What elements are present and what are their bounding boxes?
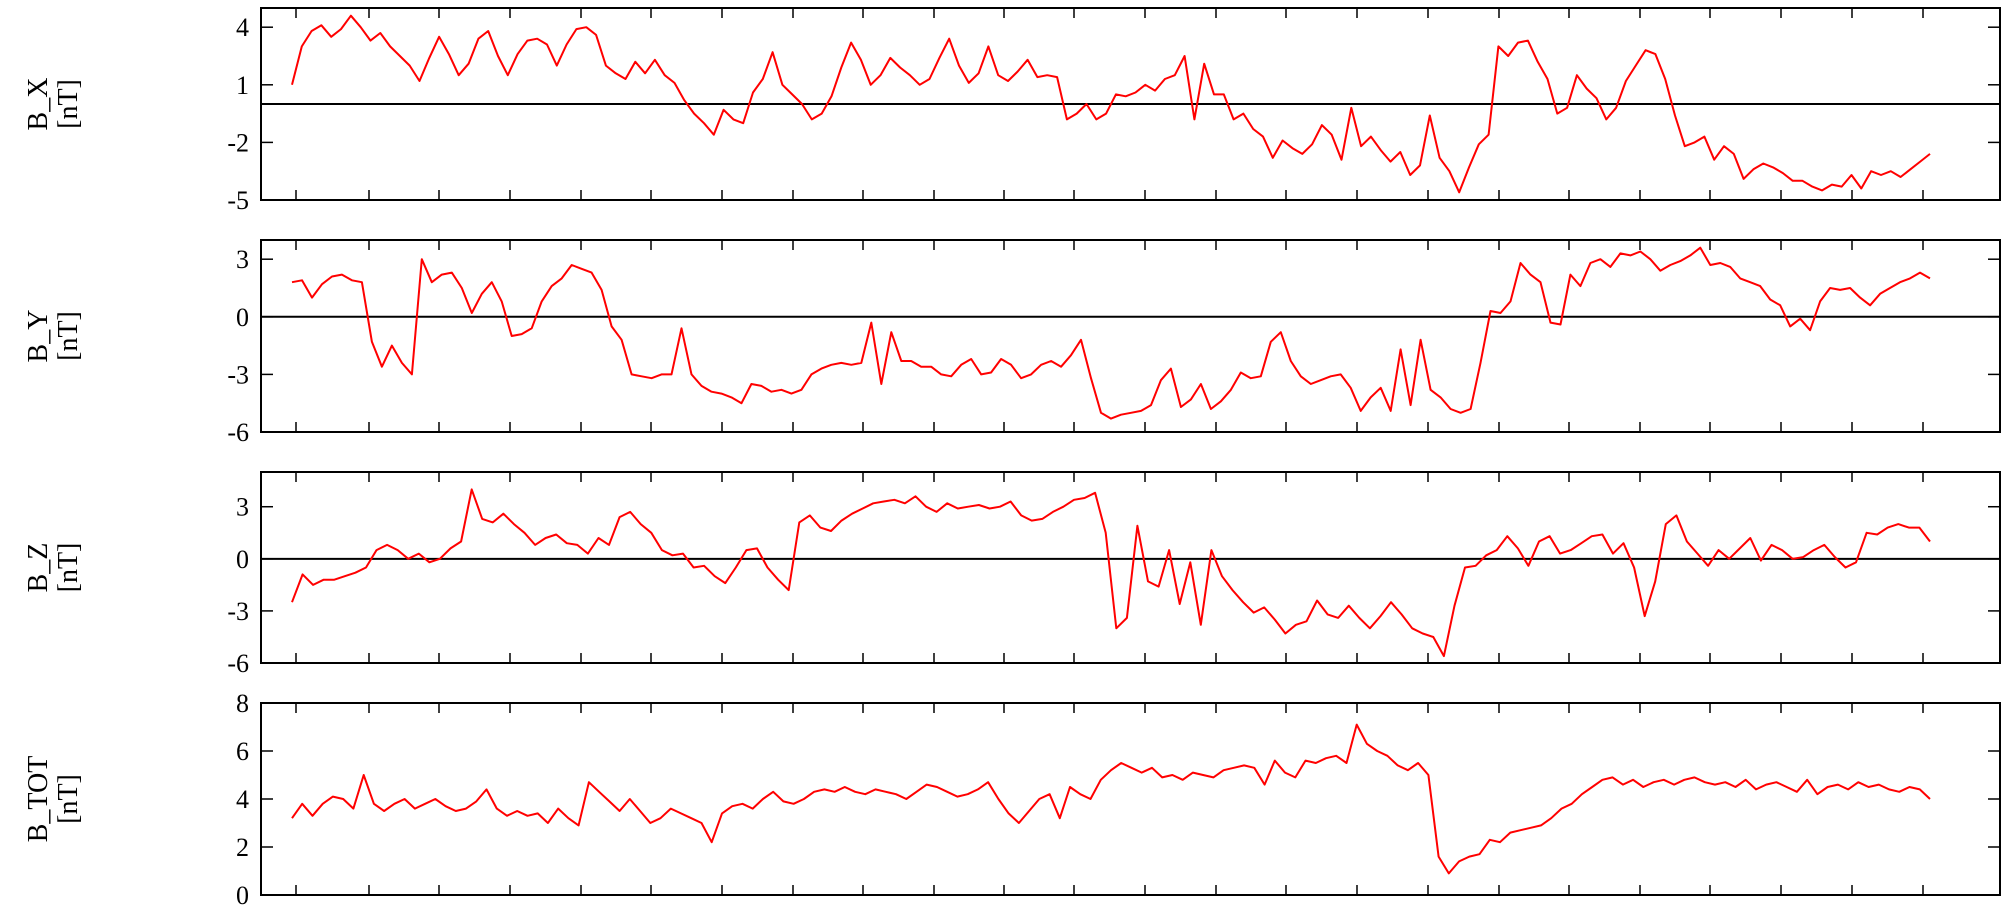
panel-2-ytick-label-1: 0 [236,303,249,332]
panel-4-ytick-label-1: 6 [236,737,249,766]
panel-1-unit-label: [nT] [53,79,84,129]
panel-4-ytick-label-2: 4 [236,785,249,814]
panel-4-unit-label: [nT] [53,774,84,824]
panel-1-ytick-label-0: 4 [236,13,249,42]
panel-1-ytick-label-2: -2 [227,128,249,157]
panel-2-ytick-label-0: 3 [236,245,249,274]
panel-3-frame [260,471,2001,664]
panel-3-data-line [291,488,1931,658]
panel-4-frame [260,702,2001,896]
panel-2-ytick-label-2: -3 [227,360,249,389]
panel-3-ytick-label-0: 3 [236,493,249,522]
panel-1-ylabel: B_X [23,78,54,131]
panel-4-ylabel: B_TOT [23,756,54,843]
panel-2-ylabel: B_Y [23,310,54,363]
panel-2-frame [260,239,2001,433]
panel-1-ytick-label-1: 1 [236,71,249,100]
panel-3-ytick-label-2: -3 [227,597,249,626]
panel-4-data-line [291,723,1931,875]
panel-2-data-line [291,246,1931,420]
panel-4-ytick-label-0: 8 [236,689,249,718]
panel-1-data-line [291,14,1931,194]
panel-3-ytick-label-1: 0 [236,545,249,574]
panel-1-ytick-label-3: -5 [227,186,249,215]
panel-4-ytick-label-4: 0 [236,881,249,908]
panel-3-ylabel: B_Z [23,543,54,593]
panel-3-ytick-label-3: -6 [227,649,249,678]
panel-4-ytick-label-3: 2 [236,833,249,862]
panel-3-unit-label: [nT] [53,543,84,593]
panel-2-unit-label: [nT] [53,311,84,361]
panel-2-ytick-label-3: -6 [227,418,249,447]
